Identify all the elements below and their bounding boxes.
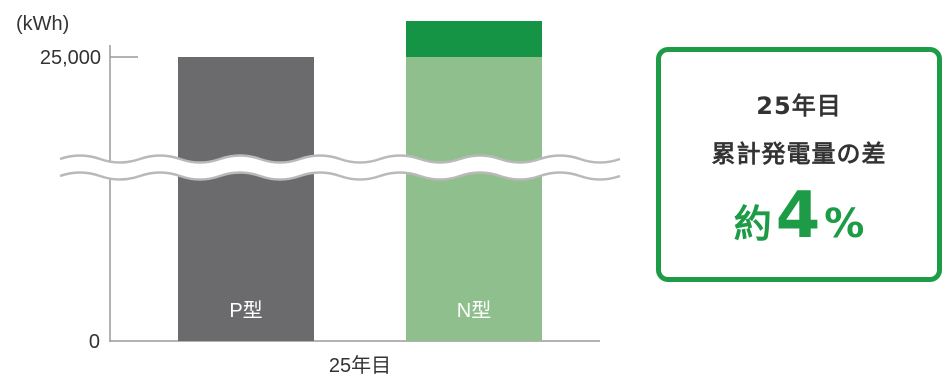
y-tick-label-25000: 25,000 bbox=[40, 47, 101, 69]
y-axis-unit-label: (kWh) bbox=[16, 13, 69, 35]
callout-year-label: 25年目 bbox=[756, 92, 842, 120]
bar-p-type bbox=[178, 57, 314, 341]
x-axis-label: 25年目 bbox=[329, 354, 391, 377]
callout-approx-prefix: 約 bbox=[733, 202, 772, 246]
callout-difference-value: 約4% bbox=[661, 184, 937, 248]
callout-percent-unit: % bbox=[824, 201, 865, 247]
bar-n-type-extra bbox=[406, 21, 542, 57]
callout-description: 累計発電量の差 bbox=[711, 140, 887, 168]
bar-chart: (kWh) 25,000 0 P型 N型 25年目 bbox=[16, 13, 621, 377]
bar-label-p-type: P型 bbox=[229, 299, 262, 322]
bar-label-n-type: N型 bbox=[457, 299, 491, 322]
callout-number: 4 bbox=[775, 179, 821, 253]
axis-break-wave bbox=[59, 154, 621, 181]
difference-callout-box: 25年目 累計発電量の差 約4% bbox=[656, 47, 942, 282]
bar-n-type-base bbox=[406, 57, 542, 341]
y-tick-label-0: 0 bbox=[89, 331, 100, 353]
